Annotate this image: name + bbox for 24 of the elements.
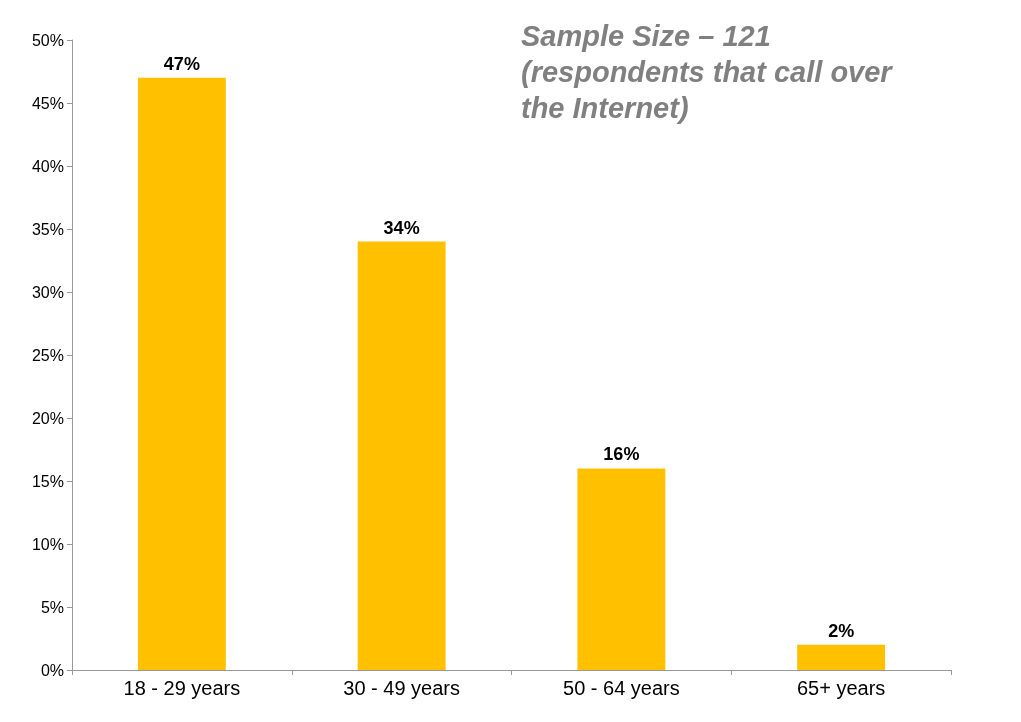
y-tick-label: 25% <box>31 346 64 364</box>
y-tick-label: 10% <box>31 535 64 553</box>
data-label: 34% <box>383 217 420 238</box>
y-tick-label: 50% <box>31 31 64 49</box>
y-tick-label: 5% <box>40 598 64 616</box>
y-tick-label: 20% <box>31 409 64 427</box>
bar <box>137 77 226 670</box>
y-tick-label: 15% <box>31 472 64 490</box>
x-tick-label: 18 - 29 years <box>123 677 241 699</box>
data-label: 16% <box>603 444 640 465</box>
bar <box>577 468 666 670</box>
x-tick-label: 50 - 64 years <box>563 677 680 699</box>
y-tick-label: 0% <box>40 661 64 679</box>
data-label: 47% <box>163 53 200 74</box>
y-tick-label: 45% <box>31 94 64 112</box>
bar <box>357 241 446 670</box>
data-label: 2% <box>828 620 855 641</box>
y-tick-label: 35% <box>31 220 64 238</box>
y-tick-label: 40% <box>31 157 64 175</box>
x-tick-label: 30 - 49 years <box>343 677 460 699</box>
x-tick-label: 65+ years <box>796 677 886 699</box>
y-tick-label: 30% <box>31 283 64 301</box>
annotation: Sample Size – 121 (respondents that call over the Internet) <box>521 20 900 124</box>
bar <box>797 644 886 670</box>
